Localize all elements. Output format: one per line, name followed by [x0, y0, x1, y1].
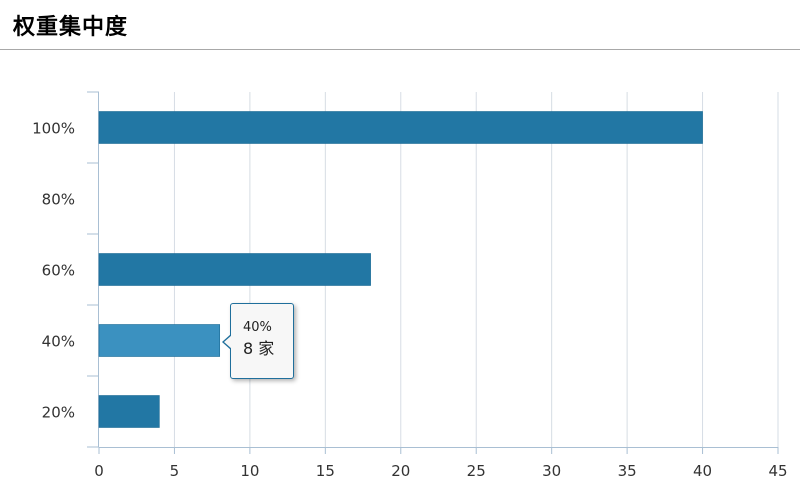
- y-tick-label: 100%: [32, 120, 75, 138]
- x-tick-label: 30: [542, 462, 561, 480]
- y-tick-label: 40%: [42, 333, 75, 351]
- x-tick-label: 5: [170, 462, 180, 480]
- x-tick-label: 0: [94, 462, 104, 480]
- x-tick-label: 25: [467, 462, 486, 480]
- header: 权重集中度: [0, 0, 800, 50]
- x-tick-label: 15: [316, 462, 335, 480]
- x-tick-label: 35: [618, 462, 637, 480]
- x-tick-label: 10: [240, 462, 259, 480]
- tooltip-category: 40%: [243, 320, 272, 335]
- y-tick-label: 80%: [42, 191, 75, 209]
- y-tick-label: 60%: [42, 262, 75, 280]
- tooltip-value: 8 家: [243, 339, 275, 358]
- bar[interactable]: [98, 395, 160, 428]
- x-tick-label: 20: [391, 462, 410, 480]
- bar[interactable]: [98, 111, 703, 144]
- page-title: 权重集中度: [13, 15, 129, 40]
- bar[interactable]: [98, 253, 371, 286]
- x-tick-label: 40: [693, 462, 712, 480]
- bar[interactable]: [98, 324, 221, 357]
- y-tick-label: 20%: [42, 404, 75, 422]
- chart-tooltip: 40% 8 家: [222, 303, 294, 379]
- x-tick-label: 45: [768, 462, 787, 480]
